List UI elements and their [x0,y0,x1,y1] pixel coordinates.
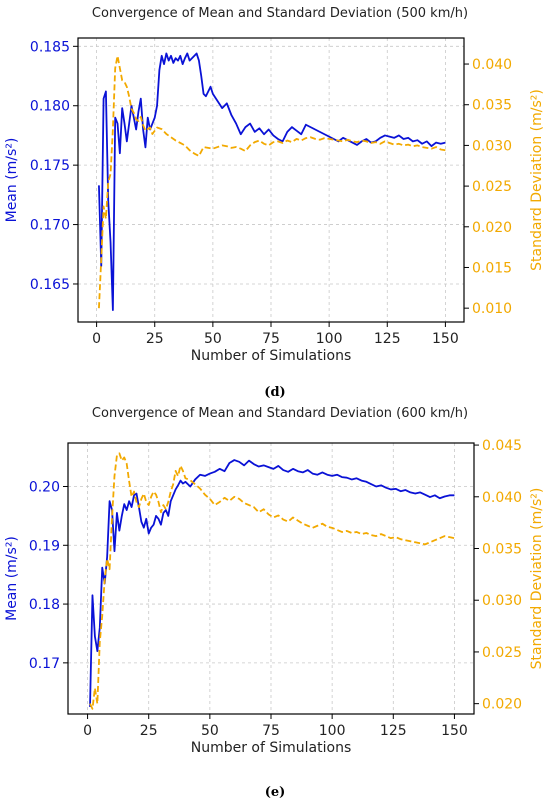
y-tick-label-left: 0.20 [29,480,60,496]
y-tick-label-right: 0.030 [472,138,512,154]
y-tick-label-right: 0.020 [472,220,512,236]
y-axis-label-right: Standard Deviation (m/s²) [529,488,545,670]
x-tick-label: 0 [92,331,101,347]
panel-caption: (e) [265,785,286,800]
y-tick-label-right: 0.040 [482,490,522,506]
chart-panel-d: Convergence of Mean and Standard Deviati… [4,6,545,400]
y-tick-label-left: 0.175 [30,158,70,174]
x-tick-label: 100 [316,331,343,347]
y-tick-label-left: 0.19 [29,538,60,554]
x-tick-label: 0 [83,723,92,739]
x-tick-label: 50 [201,723,219,739]
series-group [89,452,455,710]
x-tick-label: 100 [319,723,346,739]
x-tick-label: 75 [262,331,280,347]
y-tick-label-right: 0.020 [482,697,522,713]
chart-title: Convergence of Mean and Standard Deviati… [92,406,468,421]
std-series-line [89,452,455,710]
y-tick-label-right: 0.010 [472,301,512,317]
x-axis-label: Number of Simulations [191,348,352,364]
y-tick-label-right: 0.035 [472,98,512,114]
x-tick-label: 150 [441,723,468,739]
y-axis-label-left: Mean (m/s²) [4,138,20,223]
chart-title: Convergence of Mean and Standard Deviati… [92,6,468,21]
panel-caption: (d) [264,385,285,400]
x-tick-label: 75 [262,723,280,739]
x-tick-label: 150 [432,331,459,347]
x-tick-label: 25 [146,331,164,347]
y-tick-label-right: 0.025 [482,645,522,661]
y-tick-label-left: 0.165 [30,277,70,293]
x-tick-label: 125 [374,331,401,347]
y-axis-label-left: Mean (m/s²) [4,536,20,621]
std-series-line [98,55,446,309]
mean-series-line [89,459,455,707]
y-tick-label-right: 0.035 [482,542,522,558]
chart-panel-e: Convergence of Mean and Standard Deviati… [4,406,545,800]
x-tick-label: 25 [140,723,158,739]
y-tick-label-left: 0.18 [29,597,60,613]
y-tick-label-right: 0.040 [472,57,512,73]
y-axis-label-right: Standard Deviation (m/s²) [529,89,545,271]
x-axis-label: Number of Simulations [191,740,352,756]
y-tick-label-right: 0.030 [482,593,522,609]
y-tick-label-right: 0.015 [472,260,512,276]
y-tick-label-left: 0.180 [30,99,70,115]
tick-group: 0 25 50 75 100 125 150 0.17 0.18 0.19 0.20 0.020 0.0… [29,438,522,739]
y-tick-label-left: 0.170 [30,218,70,234]
grid-lines [68,443,474,714]
y-tick-label-right: 0.045 [482,438,522,454]
mean-series-line [98,52,446,312]
series-group [98,52,446,312]
tick-group: 0 25 50 75 100 125 150 0.165 0.170 0.175 0.180 0.18… [30,39,512,347]
y-tick-label-left: 0.17 [29,656,60,672]
y-tick-label-right: 0.025 [472,179,512,195]
grid-lines [78,38,464,322]
y-tick-label-left: 0.185 [30,39,70,55]
x-tick-label: 125 [380,723,407,739]
x-tick-label: 50 [204,331,222,347]
